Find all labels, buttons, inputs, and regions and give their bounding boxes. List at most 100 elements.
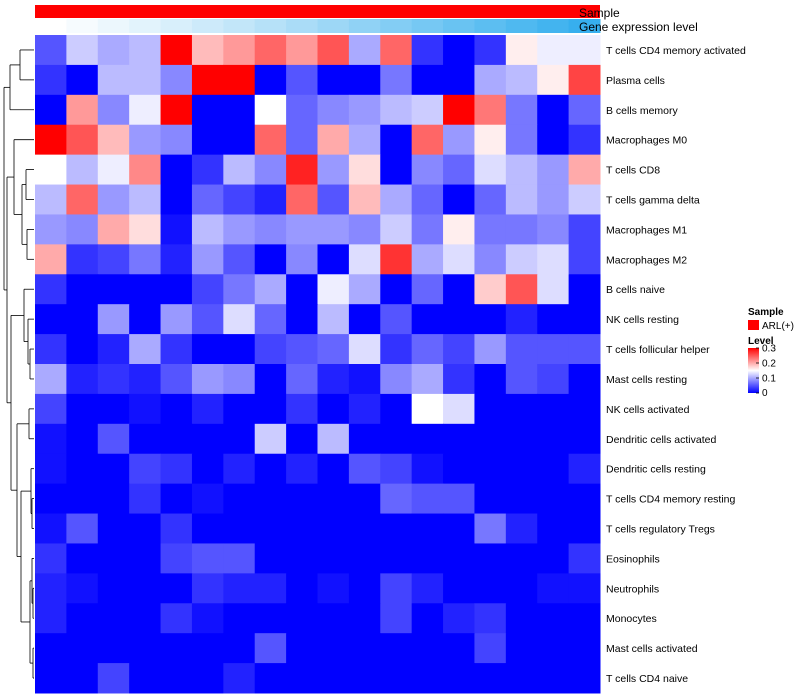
heatmap-cell [568,364,601,395]
heatmap-cell [411,94,444,126]
heatmap-cell [568,274,601,305]
heatmap-cell [348,483,381,515]
heatmap-cell [474,304,507,335]
heatmap-cell [317,423,350,455]
heatmap-cell [160,64,193,96]
heatmap-cell [66,423,99,455]
heatmap-cell [35,393,67,425]
heatmap-cell [254,184,287,215]
heatmap-cell [537,35,570,66]
heatmap-cell [380,214,413,245]
heatmap-cell [443,214,475,245]
heatmap-cell [191,453,224,485]
heatmap-cell [160,543,193,574]
heatmap-cell [474,124,507,156]
row-label: Monocytes [606,613,657,625]
heatmap-cell [380,603,413,634]
heatmap-cell [348,453,381,485]
heatmap-cell [380,423,413,455]
heatmap-cell [66,304,99,335]
heatmap-cell [568,94,601,126]
heatmap-cell [160,483,193,515]
heatmap-cell [411,154,444,186]
heatmap-cell [191,274,224,305]
heatmap-cell [66,35,99,66]
heatmap-cell [160,214,193,245]
heatmap-cell [286,663,318,694]
heatmap-cell [537,663,570,694]
sample-track-label: Sample [579,6,620,20]
heatmap-cell [348,154,381,186]
heatmap-cell [411,334,444,365]
heatmap-cell [348,244,381,275]
legend-ticks: 0.3 0.2 0.1 0 [756,344,776,399]
heatmap-cell [35,423,67,455]
heatmap-cell [129,364,162,395]
heatmap-cell [537,184,570,215]
gene-track-cell [129,19,162,33]
heatmap-cell [286,393,318,425]
heatmap-cell [191,35,224,66]
heatmap-cell [317,274,350,305]
heatmap-cell [348,543,381,574]
heatmap-cell [505,393,538,425]
heatmap-cell [223,364,256,395]
heatmap-cell [66,543,99,574]
heatmap-cell [443,453,475,485]
heatmap-cell [505,214,538,245]
heatmap-cell [129,573,162,604]
heatmap-cell [411,483,444,515]
heatmap-cell [537,393,570,425]
heatmap-cell [348,573,381,604]
heatmap-cell [35,214,67,245]
heatmap-cell [191,184,224,215]
heatmap-cell [443,364,475,395]
heatmap-cell [129,64,162,96]
heatmap-cell [317,184,350,215]
heatmap-cell [191,573,224,604]
row-label: Neutrophils [606,583,659,595]
row-label: Macrophages M1 [606,224,687,236]
heatmap-cell [35,334,67,365]
heatmap-cell [129,214,162,245]
heatmap-cell [66,94,99,126]
heatmap-cell [568,214,601,245]
heatmap-cell [35,543,67,574]
heatmap-cell [443,64,475,96]
row-label: Dendritic cells activated [606,434,716,446]
heatmap-cell [254,633,287,664]
heatmap-cell [223,334,256,365]
heatmap-cell [286,274,318,305]
heatmap-cell [317,393,350,425]
legend-tick-label: 0 [762,388,768,399]
heatmap-cell [443,603,475,634]
gene-track-cell [254,19,287,33]
heatmap-cell [317,603,350,634]
heatmap-cell [160,124,193,156]
heatmap-cell [66,603,99,634]
heatmap-cell [348,663,381,694]
row-label: NK cells resting [606,314,679,326]
heatmap-cell [35,364,67,395]
heatmap-cell [411,124,444,156]
heatmap-cell [568,154,601,186]
legend-sample-entry: ARL(+) [762,321,794,332]
heatmap-cell [443,633,475,664]
heatmap-cell [223,154,256,186]
heatmap-cell [380,244,413,275]
heatmap-cell [286,513,318,544]
heatmap-cell [411,633,444,664]
heatmap-cell [254,483,287,515]
heatmap-cell [317,244,350,275]
heatmap-cell [505,64,538,96]
heatmap-cell [223,304,256,335]
heatmap-cell [160,663,193,694]
heatmap-cell [254,603,287,634]
heatmap-cell [474,244,507,275]
heatmap-cell [223,633,256,664]
heatmap-cell [129,184,162,215]
heatmap-cell [380,304,413,335]
heatmap-cell [160,453,193,485]
heatmap-cell [129,154,162,186]
heatmap-cell [348,214,381,245]
